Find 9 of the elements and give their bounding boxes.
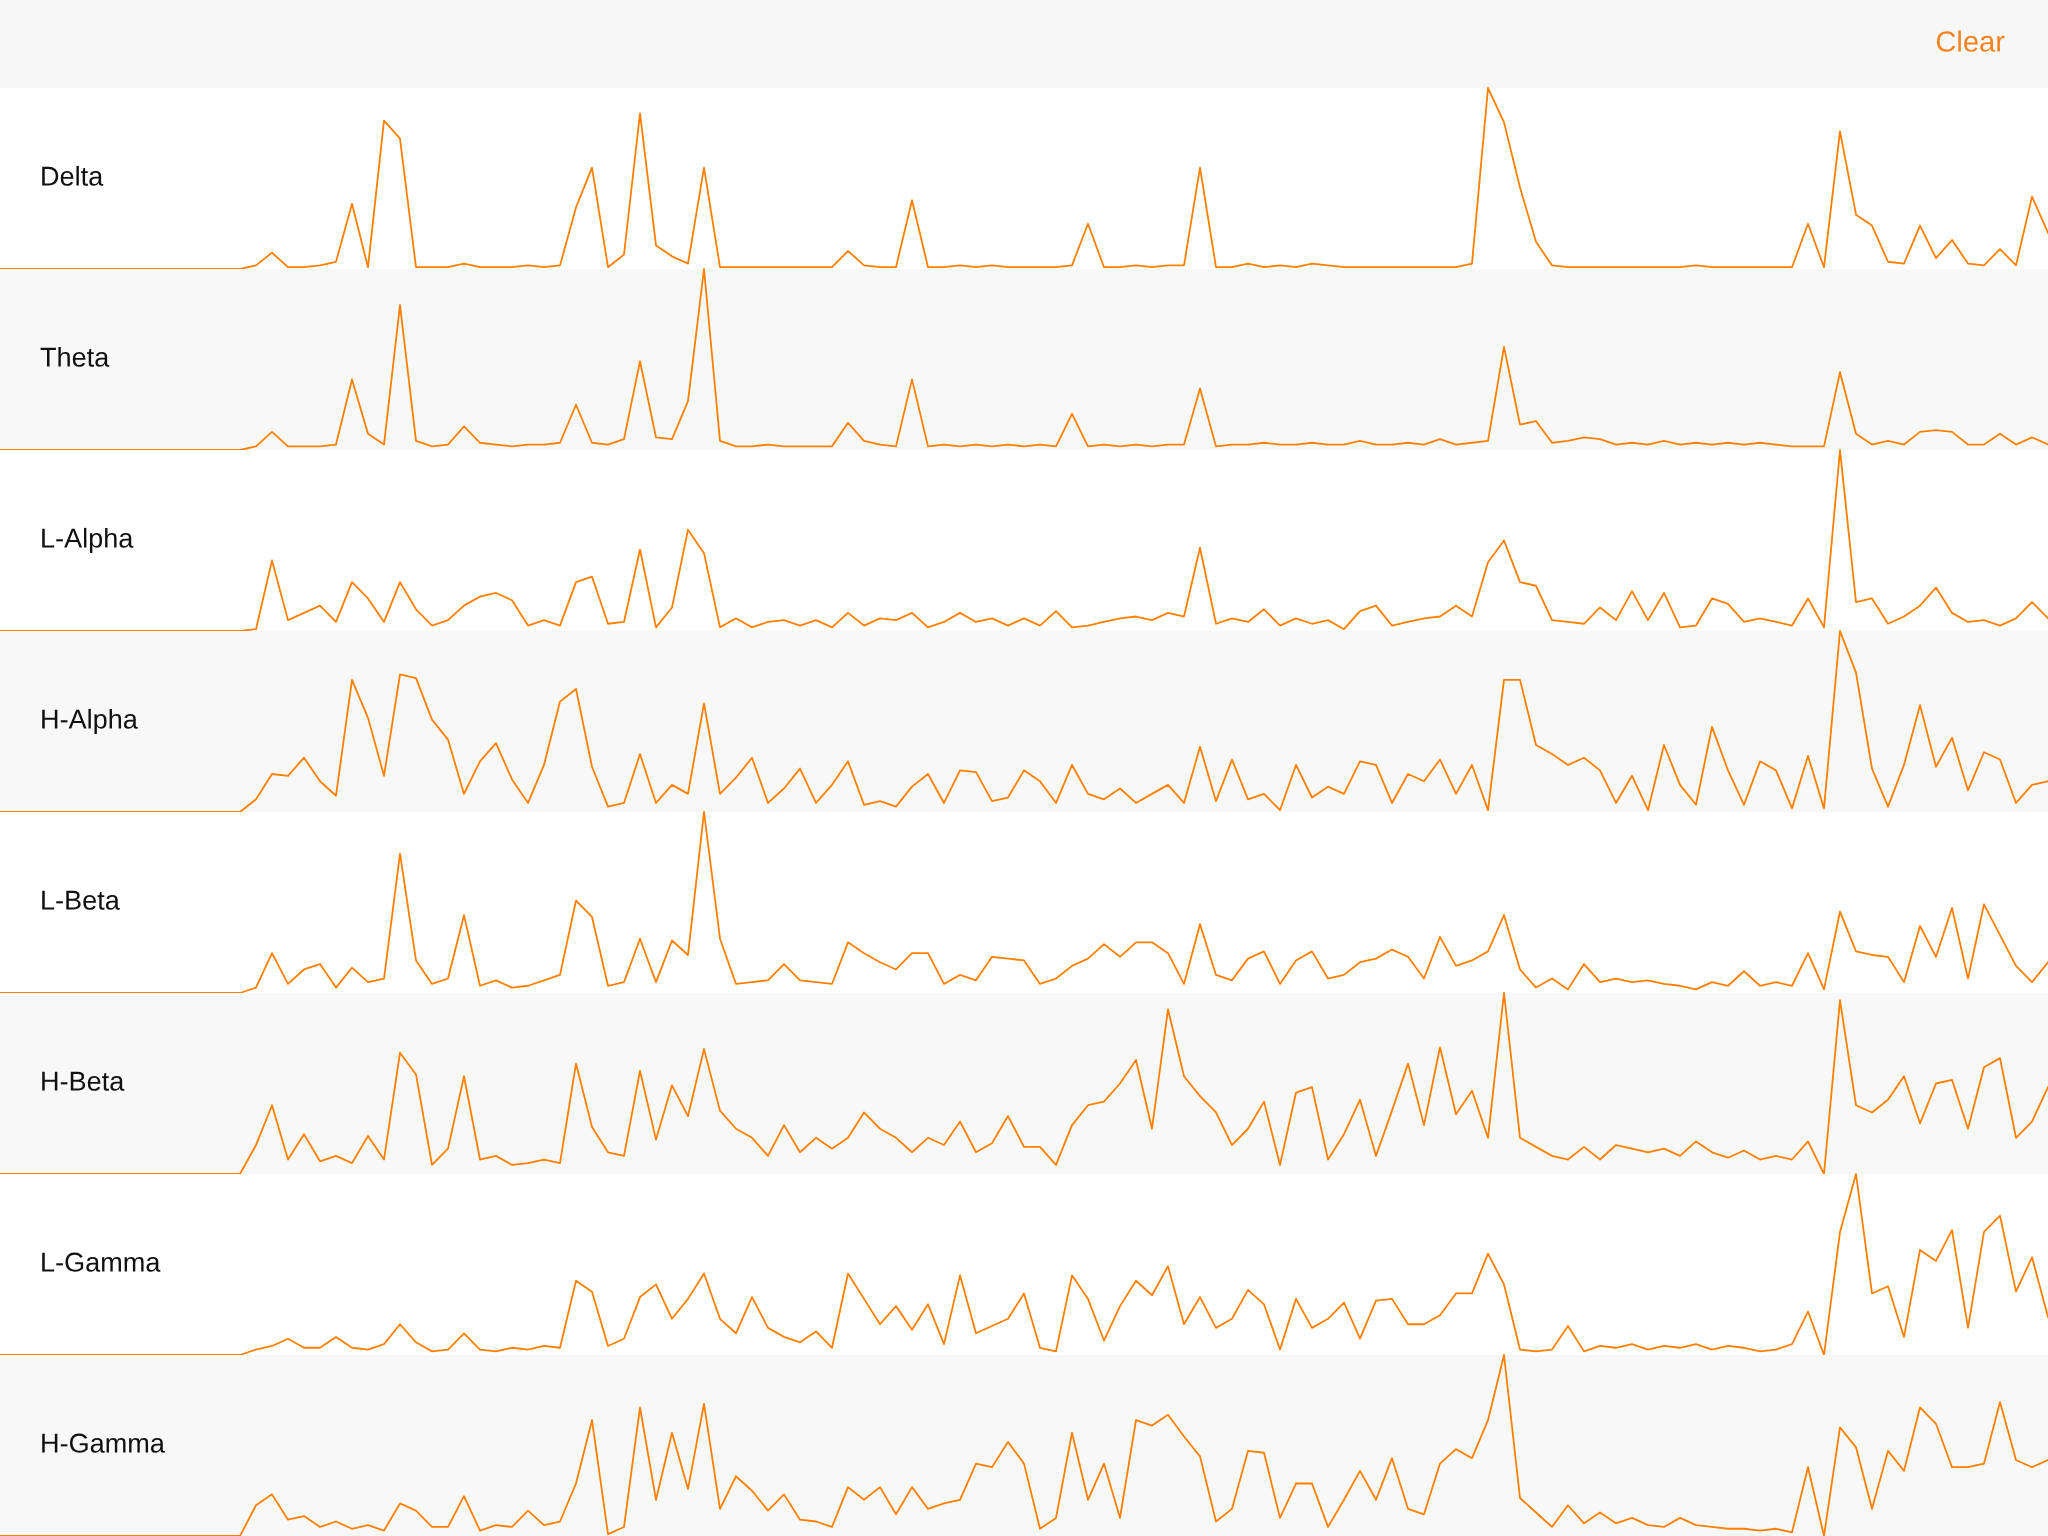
text: H-Alpha (42, 708, 138, 735)
text: Theta (40, 346, 110, 367)
text: L-Gamma (42, 1252, 161, 1272)
text: Clear (1936, 30, 2005, 52)
text: L-Alpha (42, 527, 134, 554)
text: Delta (42, 165, 104, 186)
text: L-Beta (42, 890, 120, 910)
text: H-Beta (42, 1071, 125, 1091)
text: H-Gamma (42, 1433, 165, 1453)
